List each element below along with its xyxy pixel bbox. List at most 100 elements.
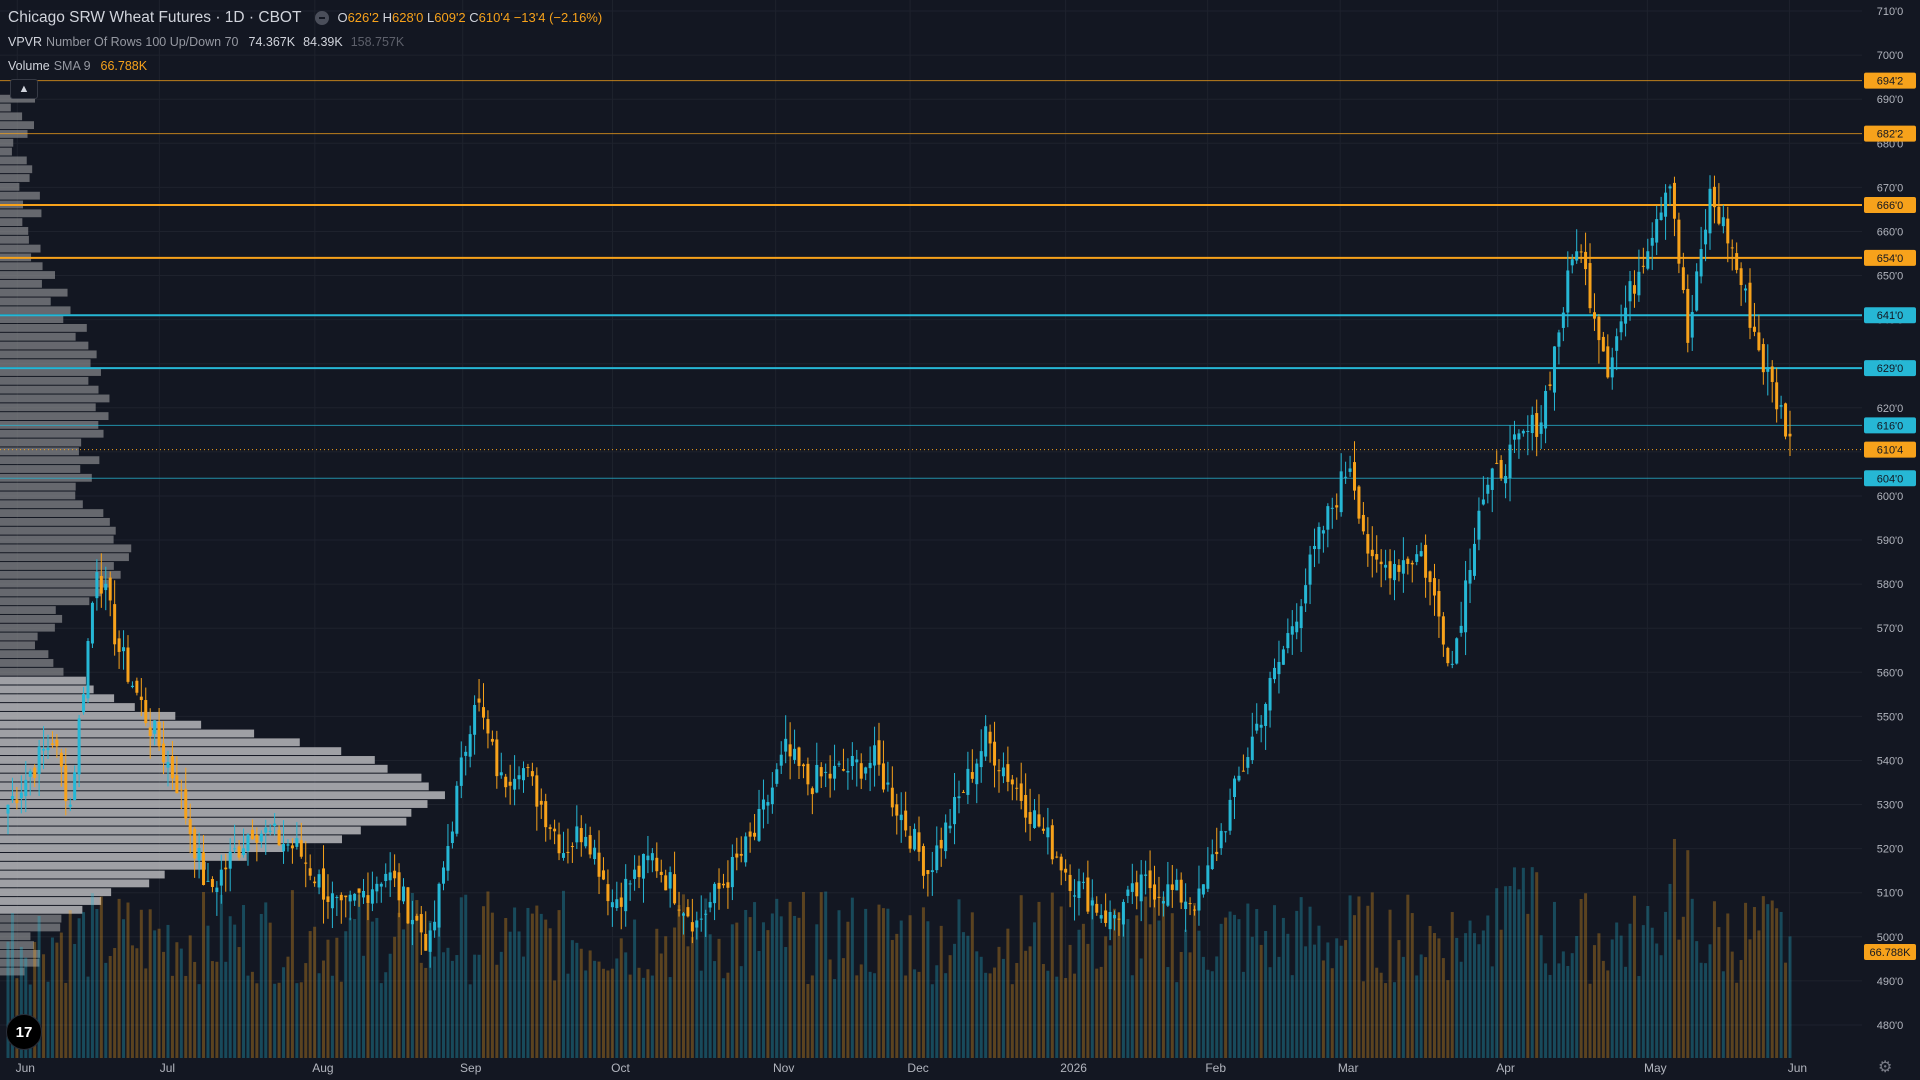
volume-bar bbox=[1464, 933, 1468, 1058]
candle-body bbox=[539, 800, 543, 805]
level-price-tag-label: 629'0 bbox=[1877, 363, 1904, 375]
volume-bar bbox=[1326, 942, 1330, 1058]
volume-bar bbox=[339, 981, 343, 1058]
volume-bar bbox=[157, 928, 161, 1058]
candle-body bbox=[1530, 414, 1534, 434]
candle-body bbox=[1081, 881, 1085, 883]
candle-body bbox=[1250, 736, 1254, 761]
candle-body bbox=[1277, 661, 1281, 675]
volume-sma-tag bbox=[1864, 944, 1916, 960]
volume-bar bbox=[308, 931, 312, 1058]
volume-bar bbox=[1481, 930, 1485, 1058]
candle-body bbox=[890, 787, 894, 808]
candle-body bbox=[935, 845, 939, 871]
volume-bar bbox=[290, 890, 294, 1058]
candle-body bbox=[202, 852, 206, 886]
volume-profile-row bbox=[0, 341, 89, 350]
candle-body bbox=[1228, 799, 1232, 831]
volume-bar bbox=[233, 924, 237, 1058]
volume-bar bbox=[1641, 925, 1645, 1058]
candle-body bbox=[588, 834, 592, 855]
candle-body bbox=[917, 832, 921, 852]
volume-bar bbox=[1659, 955, 1663, 1058]
volume-bar bbox=[139, 909, 143, 1058]
candle-body bbox=[1264, 703, 1268, 726]
candle-body bbox=[322, 868, 326, 900]
volume-bar bbox=[1019, 895, 1023, 1058]
volume-bar bbox=[179, 948, 183, 1058]
candle-body bbox=[530, 771, 534, 777]
volume-profile-row bbox=[0, 676, 86, 685]
low-value: 609'2 bbox=[434, 10, 466, 25]
volume-bar bbox=[326, 939, 330, 1058]
volume-profile-row bbox=[0, 747, 342, 756]
volume-bar bbox=[1073, 973, 1077, 1058]
candle-body bbox=[1619, 321, 1623, 333]
candle-body bbox=[886, 782, 890, 785]
volume-bar bbox=[104, 962, 108, 1058]
candle-body bbox=[1508, 444, 1512, 479]
volume-profile-row bbox=[0, 949, 41, 958]
chevron-up-icon[interactable]: ▲ bbox=[10, 79, 38, 99]
candle-body bbox=[130, 685, 134, 688]
volume-bar bbox=[1139, 958, 1143, 1058]
gear-icon[interactable]: ⚙ bbox=[1878, 1059, 1893, 1076]
level-price-tag bbox=[1864, 249, 1916, 266]
volume-bar bbox=[402, 929, 406, 1058]
candle-body bbox=[517, 775, 521, 780]
volume-bar bbox=[1655, 943, 1659, 1058]
candle-body bbox=[219, 869, 223, 886]
volume-bar bbox=[1735, 982, 1739, 1058]
candle-body bbox=[370, 889, 374, 904]
candle-body bbox=[1068, 874, 1072, 891]
volume-bar bbox=[708, 934, 712, 1058]
candle-body bbox=[708, 901, 712, 908]
candle-body bbox=[899, 814, 903, 821]
volume-bar bbox=[1419, 954, 1423, 1058]
volume-bar bbox=[810, 975, 814, 1058]
volume-bar bbox=[997, 946, 1001, 1058]
volume-bar bbox=[415, 900, 419, 1058]
volume-bar bbox=[548, 928, 552, 1058]
volume-bar bbox=[1095, 968, 1099, 1058]
volume-bar bbox=[1068, 944, 1072, 1058]
candle-body bbox=[513, 778, 517, 790]
volume-bar bbox=[1233, 914, 1237, 1058]
high-label: H bbox=[382, 10, 392, 25]
candle-body bbox=[1539, 422, 1543, 434]
volume-bar bbox=[428, 920, 432, 1058]
vpvr-indicator-row[interactable]: VPVR Number Of Rows 100 Up/Down 70 74.36… bbox=[8, 30, 602, 54]
candle-body bbox=[775, 769, 779, 784]
volume-bar bbox=[433, 956, 437, 1058]
volume-bar bbox=[713, 961, 717, 1058]
volume-profile-row bbox=[0, 914, 62, 923]
volume-profile-row bbox=[0, 500, 83, 509]
candle-body bbox=[1224, 831, 1228, 833]
volume-bar bbox=[1548, 974, 1552, 1058]
candle-body bbox=[1095, 903, 1099, 913]
candle-body bbox=[948, 825, 952, 829]
candle-body bbox=[606, 884, 610, 902]
volume-profile-row bbox=[0, 800, 428, 808]
volume-bar bbox=[188, 935, 192, 1058]
candle-body bbox=[619, 897, 623, 907]
candle-body bbox=[686, 907, 690, 917]
symbol-title[interactable]: Chicago SRW Wheat Futures · 1D · CBOT bbox=[8, 9, 302, 26]
volume-bar bbox=[1441, 958, 1445, 1058]
volume-bar bbox=[1224, 917, 1228, 1058]
candle-body bbox=[308, 868, 312, 876]
candle-body bbox=[170, 755, 174, 779]
time-tick-label: Apr bbox=[1496, 1061, 1515, 1075]
volume-profile-row bbox=[0, 526, 116, 535]
volume-bar bbox=[1121, 909, 1125, 1058]
volume-bar bbox=[1241, 971, 1245, 1058]
time-tick-label: Aug bbox=[312, 1061, 333, 1075]
candle-body bbox=[1073, 895, 1077, 897]
hide-legend-icon[interactable] bbox=[315, 11, 330, 25]
volume-indicator-row[interactable]: Volume SMA 9 66.788K bbox=[8, 54, 602, 78]
candle-body bbox=[566, 851, 570, 853]
tradingview-logo-icon[interactable]: 17 bbox=[6, 1014, 42, 1050]
volume-bar bbox=[162, 951, 166, 1058]
volume-bar bbox=[886, 908, 890, 1058]
